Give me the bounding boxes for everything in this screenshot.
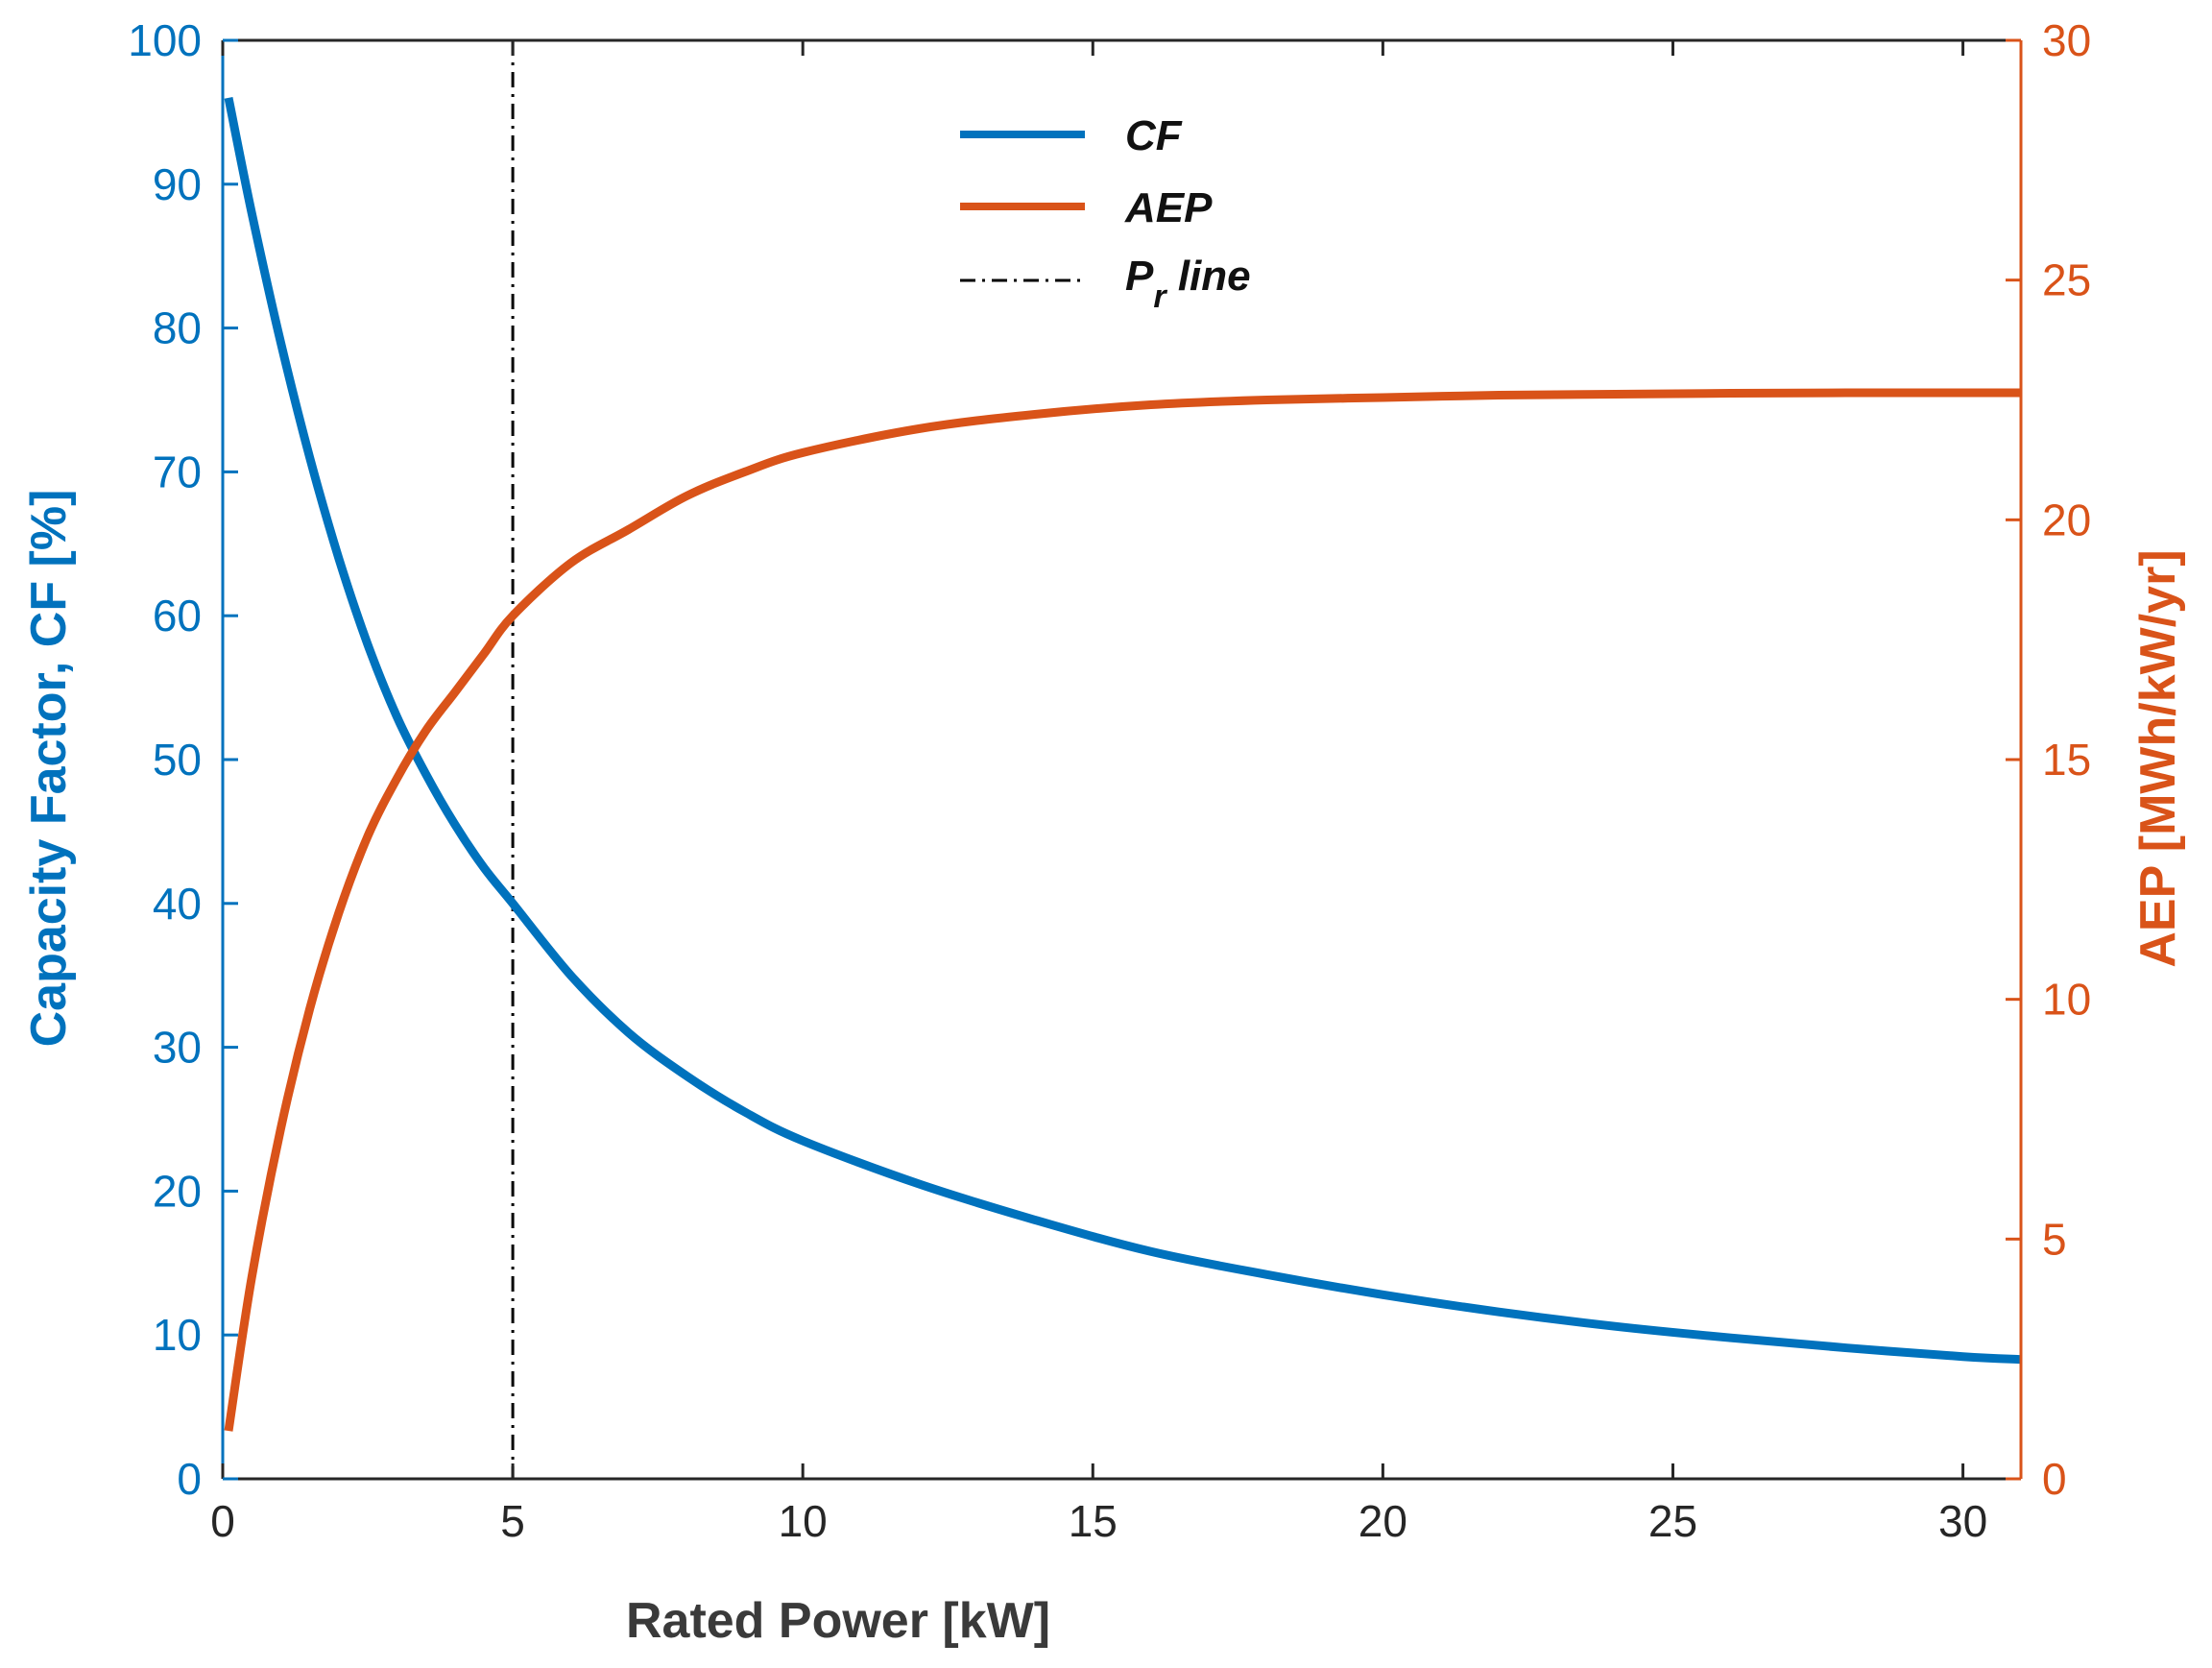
- y-right-tick-label: 25: [2042, 255, 2091, 305]
- x-tick-label: 15: [1069, 1496, 1118, 1546]
- axes: [221, 38, 2023, 1481]
- y-left-tick-label: 100: [128, 15, 202, 65]
- y-right-tick-label: 5: [2042, 1214, 2067, 1264]
- y-left-tick-label: 90: [153, 159, 202, 209]
- y-left-tick-label: 70: [153, 447, 202, 496]
- x-tick-label: 5: [500, 1496, 525, 1546]
- y-left-tick-label: 30: [153, 1023, 202, 1073]
- y-left-tick-label: 40: [153, 879, 202, 929]
- y-left-axis-title: Capacity Factor, CF [%]: [21, 490, 77, 1048]
- series-line-aep: [224, 388, 2021, 1432]
- y-right-tick-label: 20: [2042, 495, 2091, 544]
- y-left-tick-label: 60: [153, 591, 202, 641]
- legend-pr-label-sub: r: [1153, 278, 1167, 315]
- y-left-tick-label: 20: [153, 1166, 202, 1216]
- legend-pr-label: Pr line: [1125, 253, 1251, 315]
- x-tick-label: 0: [210, 1496, 235, 1546]
- y-right-tick-label: 10: [2042, 975, 2091, 1025]
- legend-aep-label: AEP: [1124, 184, 1213, 231]
- x-tick-label: 10: [779, 1496, 828, 1546]
- series-line-cf: [224, 96, 2022, 1365]
- legend: CF AEP Pr line: [960, 112, 1251, 315]
- legend-cf-label: CF: [1125, 112, 1183, 159]
- legend-pr-label-main: P: [1125, 253, 1154, 300]
- x-tick-label: 20: [1358, 1496, 1407, 1546]
- y-right-axis-title: AEP [MWh/kW/yr]: [2130, 549, 2186, 967]
- y-right-tick-label: 0: [2042, 1454, 2067, 1504]
- y-right-tick-label: 15: [2042, 735, 2091, 785]
- x-tick-label: 25: [1648, 1496, 1697, 1546]
- y-left-tick-label: 50: [153, 735, 202, 785]
- tick-labels: 0 5 10 15 20 25 30 0 10 20 30 40 50 60 70 80 90 100 0 5 10 15…: [128, 15, 2091, 1546]
- plot-area: [224, 40, 2022, 1479]
- y-left-tick-label: 10: [153, 1310, 202, 1360]
- y-right-tick-label: 30: [2042, 15, 2091, 65]
- y-left-tick-label: 80: [153, 303, 202, 353]
- x-tick-label: 30: [1938, 1496, 1987, 1546]
- legend-pr-label-rest: line: [1166, 253, 1251, 300]
- y-left-tick-label: 0: [177, 1454, 202, 1504]
- x-axis-title: Rated Power [kW]: [626, 1593, 1050, 1649]
